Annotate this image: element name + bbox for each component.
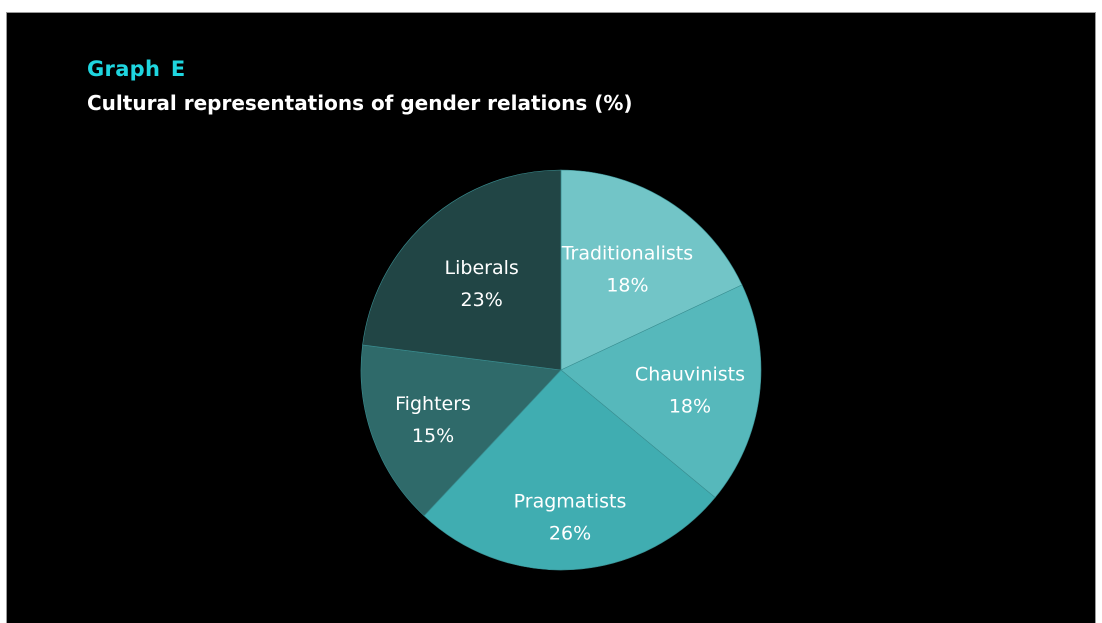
slice-label-fighters: Fighters <box>395 393 471 415</box>
slice-label-pragmatists: Pragmatists <box>514 491 627 513</box>
pie-slice-fighters <box>360 344 562 517</box>
pie-slice-traditionalists <box>560 169 743 371</box>
slice-value-fighters: 15% <box>412 425 454 447</box>
pie-slice-liberals <box>362 169 562 371</box>
graph-label: Graph E <box>87 57 186 81</box>
slice-value-chauvinists: 18% <box>669 395 711 417</box>
pie-slice-chauvinists <box>560 284 762 498</box>
slice-label-chauvinists: Chauvinists <box>635 363 745 385</box>
slice-value-liberals: 23% <box>461 289 503 311</box>
pie-slice-pragmatists <box>423 369 716 571</box>
chart-title: Cultural representations of gender relat… <box>87 91 633 115</box>
slice-value-pragmatists: 26% <box>549 523 591 545</box>
slice-label-liberals: Liberals <box>445 257 519 279</box>
slice-label-traditionalists: Traditionalists <box>561 242 693 264</box>
slice-value-traditionalists: 18% <box>606 274 648 296</box>
